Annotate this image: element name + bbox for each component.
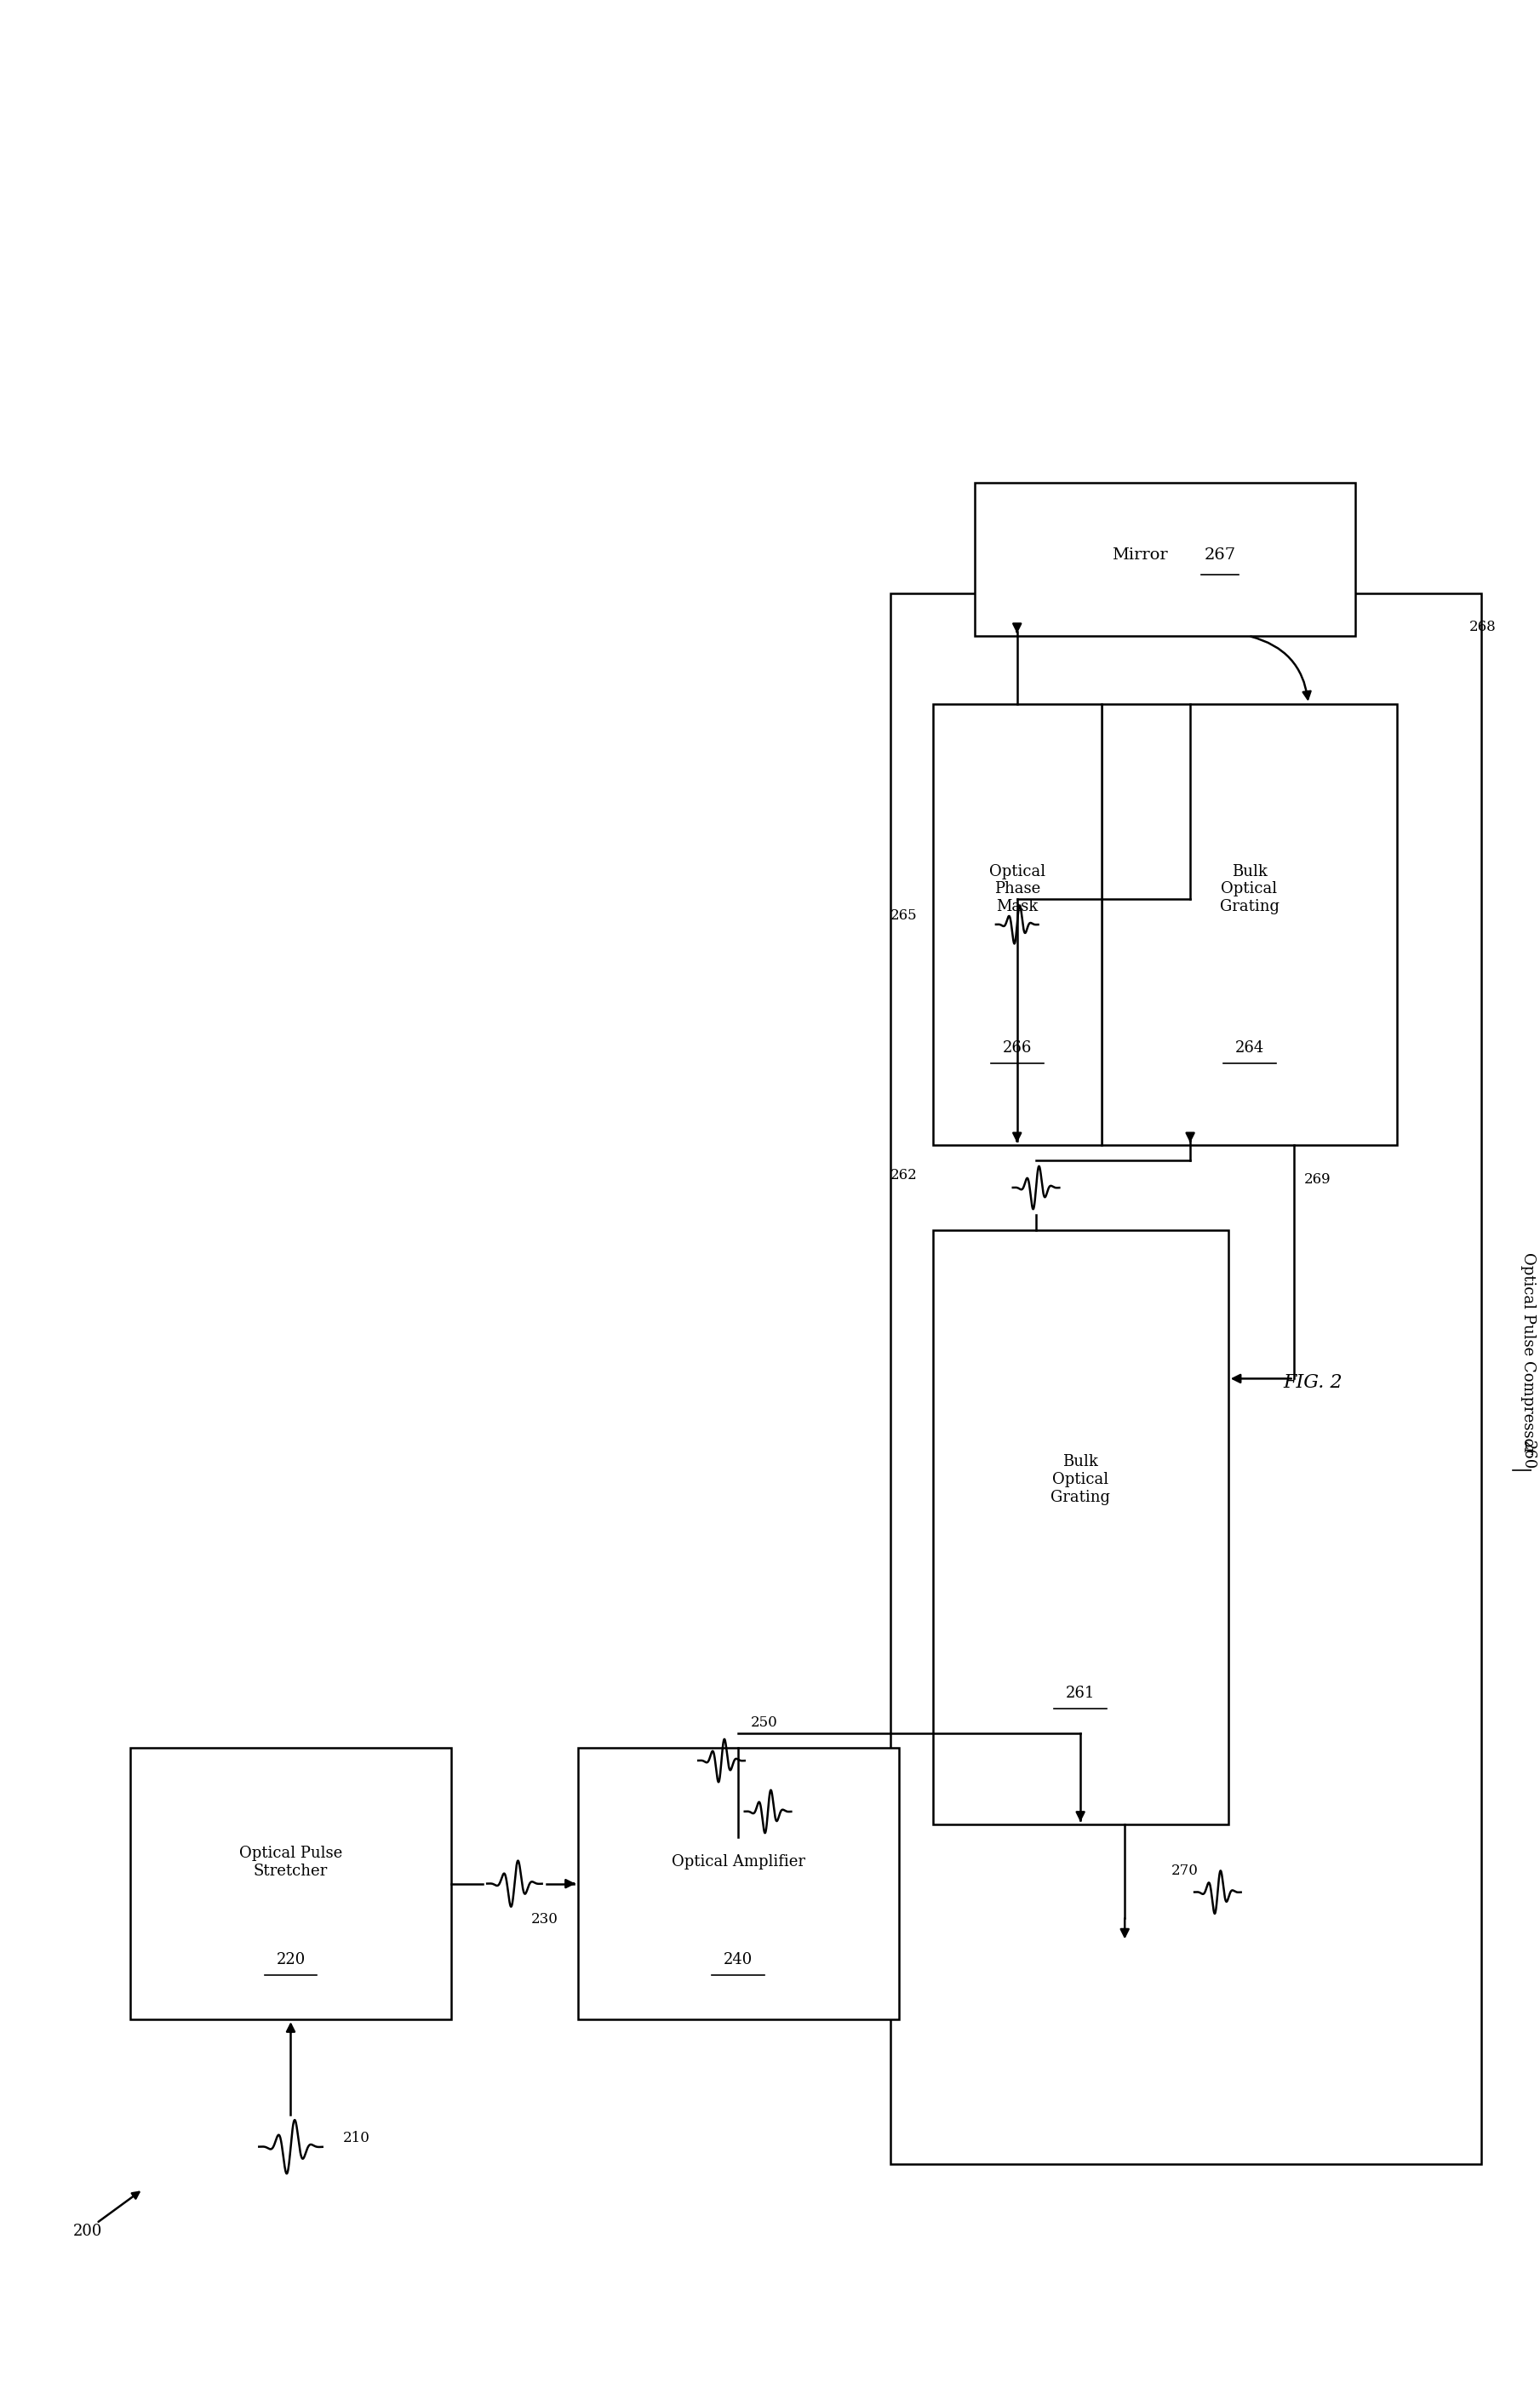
Text: 230: 230 xyxy=(531,1912,559,1926)
Bar xyxy=(890,594,1481,2164)
Text: Optical Amplifier: Optical Amplifier xyxy=(671,1854,805,1869)
Text: 266: 266 xyxy=(1003,1041,1032,1056)
Bar xyxy=(1101,705,1397,1145)
Text: 264: 264 xyxy=(1235,1041,1264,1056)
Text: 200: 200 xyxy=(74,2225,103,2239)
Text: Mirror: Mirror xyxy=(1112,548,1167,563)
Bar xyxy=(975,483,1355,635)
Text: 250: 250 xyxy=(752,1715,778,1729)
Text: 265: 265 xyxy=(890,909,918,924)
Text: 220: 220 xyxy=(276,1953,305,1967)
Text: 268: 268 xyxy=(1469,620,1495,635)
Text: 269: 269 xyxy=(1304,1171,1331,1186)
Text: 261: 261 xyxy=(1066,1686,1095,1700)
Text: Optical
Phase
Mask: Optical Phase Mask xyxy=(989,863,1046,914)
Bar xyxy=(933,1229,1229,1825)
Text: Optical Pulse Compressor: Optical Pulse Compressor xyxy=(1520,1253,1535,1455)
Bar xyxy=(933,705,1101,1145)
Text: Bulk
Optical
Grating: Bulk Optical Grating xyxy=(1050,1455,1110,1506)
Text: Optical Pulse
Stretcher: Optical Pulse Stretcher xyxy=(239,1845,342,1878)
Text: Bulk
Optical
Grating: Bulk Optical Grating xyxy=(1220,863,1280,914)
Text: 270: 270 xyxy=(1172,1864,1198,1878)
Text: 267: 267 xyxy=(1204,548,1235,563)
Text: FIG. 2: FIG. 2 xyxy=(1283,1373,1343,1392)
Bar xyxy=(578,1748,899,2020)
Bar xyxy=(131,1748,451,2020)
Text: 262: 262 xyxy=(890,1169,918,1183)
Text: 210: 210 xyxy=(343,2131,370,2145)
Text: 240: 240 xyxy=(724,1953,753,1967)
Text: 260: 260 xyxy=(1520,1441,1535,1469)
